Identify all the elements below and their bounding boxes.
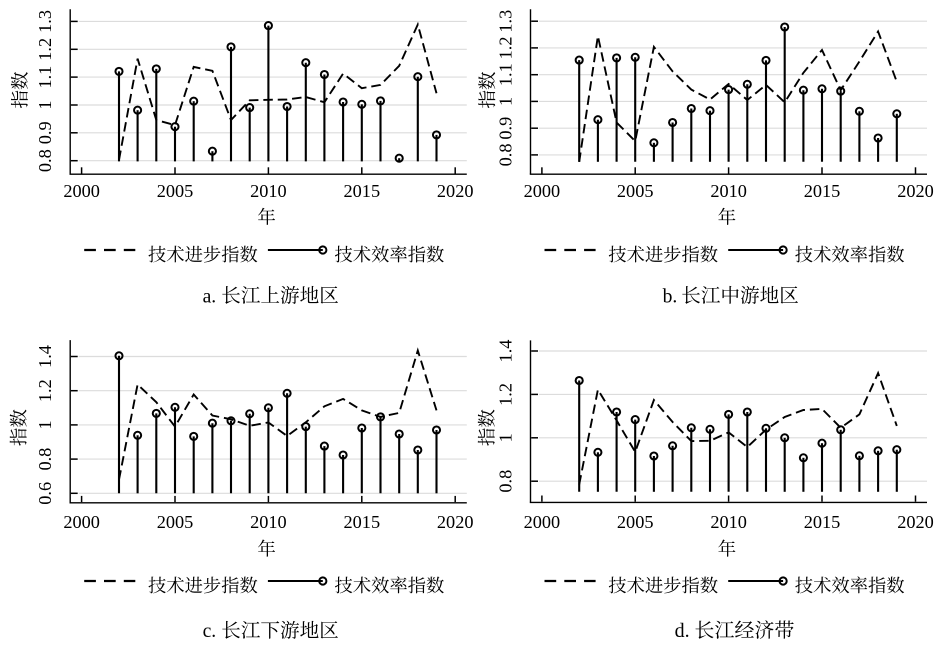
- svg-text:b.: b.: [663, 286, 678, 307]
- svg-text:2015: 2015: [804, 181, 841, 201]
- svg-text:2005: 2005: [157, 181, 194, 201]
- svg-text:2010: 2010: [250, 181, 287, 201]
- svg-text:0.9: 0.9: [495, 117, 515, 140]
- svg-text:1.1: 1.1: [495, 63, 515, 86]
- svg-text:1.2: 1.2: [35, 38, 55, 61]
- svg-text:2000: 2000: [63, 512, 100, 532]
- svg-text:0.8: 0.8: [35, 448, 55, 471]
- svg-text:2005: 2005: [617, 512, 654, 532]
- svg-text:2015: 2015: [344, 512, 381, 532]
- svg-text:1.2: 1.2: [35, 379, 55, 402]
- svg-text:2000: 2000: [524, 512, 561, 532]
- svg-text:0.8: 0.8: [495, 143, 515, 166]
- svg-text:2020: 2020: [437, 512, 474, 532]
- svg-text:1: 1: [35, 420, 55, 429]
- svg-text:2015: 2015: [804, 512, 841, 532]
- svg-text:d.: d.: [675, 620, 690, 642]
- svg-text:2010: 2010: [710, 181, 747, 201]
- svg-text:1.2: 1.2: [495, 383, 515, 406]
- svg-text:1.4: 1.4: [495, 340, 515, 363]
- svg-text:0.9: 0.9: [35, 121, 55, 144]
- svg-text:2010: 2010: [710, 512, 747, 532]
- svg-text:2000: 2000: [63, 181, 100, 201]
- svg-text:2005: 2005: [617, 181, 654, 201]
- svg-text:0.8: 0.8: [35, 149, 55, 172]
- svg-text:1.3: 1.3: [35, 10, 55, 33]
- svg-text:a.: a.: [203, 286, 217, 307]
- svg-text:1.2: 1.2: [495, 36, 515, 59]
- svg-text:2010: 2010: [250, 512, 287, 532]
- svg-text:1.4: 1.4: [35, 345, 55, 368]
- svg-text:1.1: 1.1: [35, 66, 55, 89]
- svg-text:1.3: 1.3: [495, 10, 515, 33]
- svg-text:0.6: 0.6: [35, 482, 55, 505]
- svg-text:2000: 2000: [524, 181, 561, 201]
- svg-text:2015: 2015: [344, 181, 381, 201]
- svg-text:2020: 2020: [897, 181, 934, 201]
- svg-text:1: 1: [495, 433, 515, 442]
- svg-text:2005: 2005: [157, 512, 194, 532]
- svg-text:c.: c.: [203, 621, 217, 642]
- svg-text:0.8: 0.8: [495, 470, 515, 493]
- svg-text:1: 1: [495, 97, 515, 106]
- svg-text:1: 1: [35, 100, 55, 109]
- svg-text:2020: 2020: [437, 181, 474, 201]
- svg-text:2020: 2020: [897, 512, 934, 532]
